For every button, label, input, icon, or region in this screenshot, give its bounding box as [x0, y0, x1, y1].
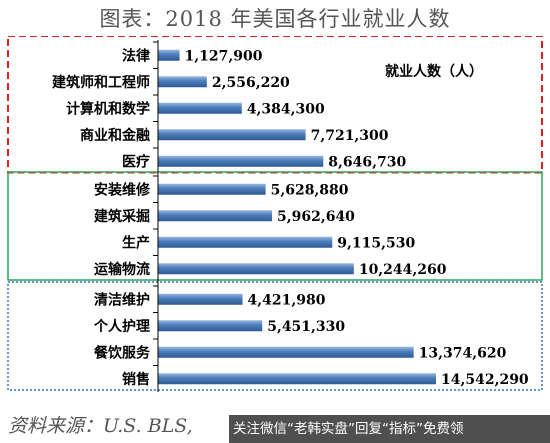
value-label: 13,374,620	[419, 345, 507, 361]
category-label: 医疗	[122, 153, 150, 170]
bar	[158, 183, 266, 195]
legend-label: 就业人数（人）	[385, 63, 483, 80]
category-label: 安装维修	[94, 181, 151, 198]
value-label: 5,451,330	[267, 319, 345, 335]
group-box-2	[7, 171, 543, 281]
bar	[158, 263, 354, 275]
value-label: 4,421,980	[248, 292, 326, 308]
category-label: 商业和金融	[80, 127, 150, 144]
value-label: 14,542,290	[441, 372, 529, 388]
bar	[158, 49, 180, 61]
category-label: 个人护理	[93, 318, 150, 335]
value-label: 5,962,640	[277, 209, 355, 225]
value-label: 4,384,300	[247, 101, 325, 117]
group-box-3	[7, 281, 543, 391]
bar	[158, 320, 263, 332]
category-label: 法律	[122, 47, 150, 64]
value-label: 7,721,300	[311, 128, 389, 144]
source-note: 资料来源：U.S. BLS,	[8, 415, 193, 437]
watermark-banner: 关注微信“老韩实盘”回复“指标”免费领	[229, 415, 550, 443]
bar	[158, 346, 414, 358]
category-label: 销售	[122, 371, 150, 388]
category-label: 建筑师和工程师	[52, 74, 150, 91]
bar	[158, 102, 242, 114]
category-label: 建筑采掘	[94, 208, 150, 225]
category-label: 运输物流	[94, 261, 150, 278]
value-label: 2,556,220	[212, 75, 290, 91]
bar	[158, 129, 306, 141]
bar	[158, 210, 272, 222]
value-label: 8,646,730	[328, 154, 406, 170]
bar	[158, 236, 333, 248]
category-label: 计算机和数学	[66, 100, 150, 117]
value-label: 9,115,530	[337, 235, 415, 251]
category-label: 生产	[122, 234, 150, 251]
category-label: 清洁维护	[94, 291, 150, 308]
value-label: 10,244,260	[359, 262, 447, 278]
value-label: 1,127,900	[185, 48, 263, 64]
bar	[158, 76, 207, 88]
chart-title: 图表：2018 年美国各行业就业人数	[99, 7, 451, 31]
value-label: 5,628,880	[271, 182, 349, 198]
bar	[158, 293, 243, 305]
bar	[158, 155, 324, 167]
bar	[158, 373, 436, 385]
bar-chart: 法律 1,127,900 建筑师和工程师 2,556,220 计算机和数学 4,384,3…	[7, 36, 543, 392]
category-label: 餐饮服务	[93, 344, 151, 361]
